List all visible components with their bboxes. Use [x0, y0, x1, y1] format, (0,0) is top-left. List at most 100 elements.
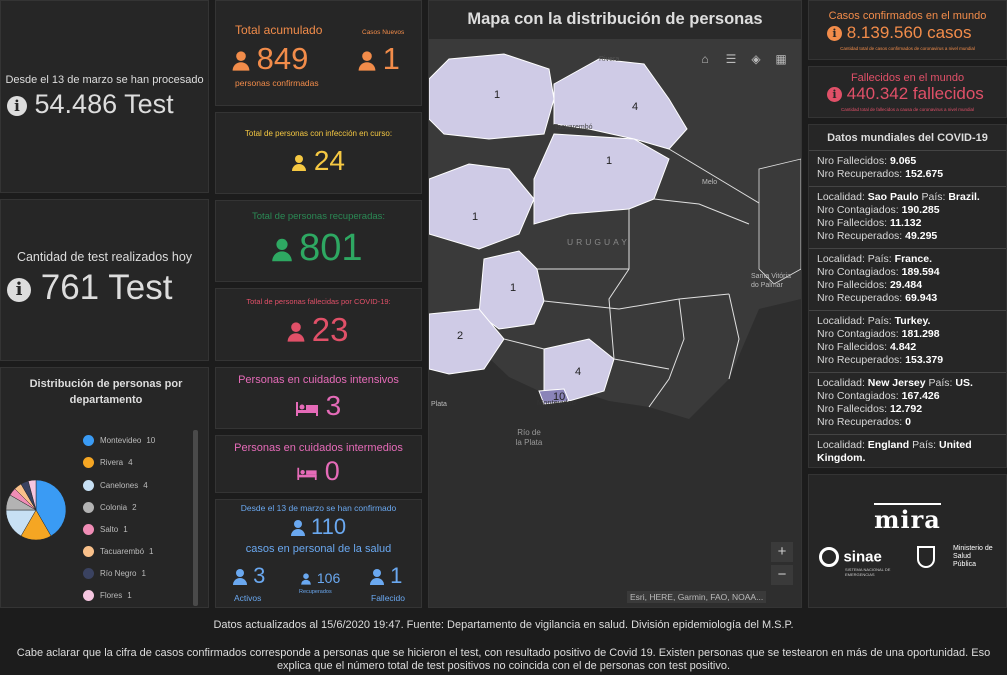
map-place-montevideo: Montevideo — [537, 398, 576, 407]
tests-today-metric: i 761 Test — [7, 268, 172, 308]
world-list-item[interactable]: Localidad: País: Turkey. Nro Contagiados:… — [809, 311, 1006, 373]
recovered-value: 153.379 — [905, 354, 944, 366]
infected-value: 189.594 — [901, 266, 940, 278]
disclaimer-text: Cabe aclarar que la cifra de casos confi… — [16, 647, 991, 672]
recovered-value: 801 — [299, 227, 363, 269]
map-count-label: 10 — [553, 391, 566, 403]
map-place-rivera: Rivera — [599, 56, 620, 63]
legend-item[interactable]: Canelones 4 — [83, 480, 148, 491]
total-value: 849 — [256, 41, 309, 76]
list-line: Nro Contagiados: 167.426 — [817, 390, 998, 403]
new-label: Casos Nuevos — [362, 29, 405, 36]
deaths-label: Nro Fallecidos: — [817, 403, 888, 415]
msp-logo: Ministerio de Salud Pública — [917, 545, 993, 569]
world-list-item[interactable]: Localidad: New Jersey País: US. Nro Conta… — [809, 373, 1006, 435]
world-list[interactable]: Nro Fallecidos: 9.065 Nro Recuperados: 15… — [809, 151, 1006, 467]
recovered-label: Nro Recuperados: — [817, 416, 903, 428]
recovered-value: 69.943 — [905, 292, 938, 304]
legend-item[interactable]: Rivera 4 — [83, 457, 133, 468]
person-icon — [271, 238, 292, 262]
legend-item[interactable]: Montevideo 10 — [83, 435, 155, 446]
legend-item[interactable]: Río Negro 1 — [83, 568, 146, 579]
list-line: Localidad: Sao Paulo País: Brazil. — [817, 191, 998, 204]
deaths-value: 4.842 — [889, 341, 917, 353]
map-place-tacuarembo: Tacuarembó — [554, 124, 593, 131]
legend-item[interactable]: Salto 1 — [83, 524, 128, 535]
list-line: Localidad: País: Turkey. — [817, 315, 998, 328]
world-list-item[interactable]: Localidad: País: France. Nro Contagiados:… — [809, 249, 1006, 311]
country-label: País: — [912, 439, 937, 451]
legend-label: Río Negro — [100, 569, 137, 578]
world-deaths-label: Fallecidos en el mundo — [850, 72, 965, 84]
legend-item[interactable]: Colonia 2 — [83, 502, 137, 513]
sinae-icon — [819, 547, 839, 567]
person-icon — [287, 322, 304, 342]
deaths-value: 11.132 — [889, 217, 922, 229]
world-list-item[interactable]: Localidad: Sao Paulo País: Brazil. Nro Co… — [809, 187, 1006, 249]
country-label: País: — [867, 253, 892, 265]
recovered-label: Nro Recuperados: — [817, 168, 903, 180]
layers-icon[interactable]: ◈ — [751, 52, 761, 66]
person-icon — [301, 573, 311, 585]
tests-since-value: 54.486 Test — [34, 89, 174, 119]
health-active-metric: 3 — [233, 563, 265, 589]
deaths-label: Nro Fallecidos: — [817, 279, 888, 291]
country-label: País: — [867, 315, 892, 327]
icu-metric: 3 — [216, 390, 421, 422]
active-value: 24 — [313, 145, 345, 176]
tests-today-label: Cantidad de test realizados hoy — [16, 250, 193, 264]
legend-swatch — [83, 590, 94, 601]
bed-icon — [297, 467, 317, 480]
list-line: Nro Recuperados: 0 — [817, 416, 998, 429]
list-line: Nro Fallecidos: 11.132 — [817, 217, 998, 230]
locality-label: Localidad: — [817, 439, 865, 451]
legend-value: 4 — [128, 458, 133, 467]
tests-since-panel: Desde el 13 de marzo se han procesado i … — [0, 0, 209, 193]
infected-value: 190.285 — [901, 204, 940, 216]
map-place-rio: Río de la Plata — [515, 428, 543, 447]
recovered-label: Nro Recuperados: — [817, 292, 903, 304]
home-icon[interactable]: ⌂ — [701, 52, 709, 66]
deaths-label: Nro Fallecidos: — [817, 217, 888, 229]
list-line: Localidad: New Jersey País: US. — [817, 377, 998, 390]
list-line: Nro Recuperados: 152.675 — [817, 168, 998, 181]
map-count-label: 4 — [632, 101, 639, 113]
mira-logo: mira — [874, 503, 941, 534]
locality-value: Sao Paulo — [867, 191, 919, 203]
person-icon — [290, 520, 305, 537]
deaths-label: Nro Fallecidos: — [817, 341, 888, 353]
map-attribution[interactable]: Esri, HERE, Garmin, FAO, NOAA... — [627, 591, 767, 603]
info-icon: i — [7, 277, 31, 302]
recovered-value: 152.675 — [905, 168, 944, 180]
person-icon — [292, 154, 307, 171]
zoom-out-button[interactable]: − — [771, 565, 793, 585]
pie-slice[interactable] — [27, 479, 37, 511]
legend-label: Rivera — [100, 458, 124, 467]
legend-item[interactable]: Tacuarembó 1 — [83, 546, 153, 557]
recovered-label: Total de personas recuperadas: — [251, 211, 386, 222]
recovered-label: Nro Recuperados: — [817, 354, 903, 366]
list-line: Nro Fallecidos: 4.842 — [817, 341, 998, 354]
pie-slice[interactable] — [35, 479, 67, 537]
deceased-value: 23 — [311, 311, 349, 348]
health-metric: 110 — [216, 514, 421, 540]
health-recovered-metric: 106 — [299, 570, 340, 587]
world-list-item[interactable]: Localidad: England País: United Kingdom. — [809, 435, 1006, 467]
world-deaths-panel: Fallecidos en el mundo i 440.342 falleci… — [808, 66, 1007, 118]
world-deaths-metric: i 440.342 fallecidos — [827, 84, 984, 104]
legend-item[interactable]: Flores 1 — [83, 590, 132, 601]
tests-today-panel: Cantidad de test realizados hoy i 761 Te… — [0, 199, 209, 361]
map-canvas[interactable] — [429, 39, 801, 607]
legend-scrollbar[interactable] — [193, 430, 198, 606]
map-place-uruguay: URUGUAY — [567, 237, 630, 247]
map-count-label: 1 — [494, 89, 501, 101]
world-confirmed-value: 8.139.560 casos — [846, 23, 972, 42]
qr-icon[interactable]: ▦ — [775, 52, 787, 66]
new-metric: 1 — [358, 41, 400, 77]
map-place-melo: Melo — [702, 179, 718, 186]
health-deceased-label: Fallecido — [371, 593, 406, 603]
zoom-in-button[interactable]: + — [771, 542, 793, 562]
active-label: Total de personas con infección en curso… — [244, 129, 393, 138]
country-value: US. — [955, 377, 973, 389]
list-icon[interactable]: ☰ — [725, 52, 737, 66]
